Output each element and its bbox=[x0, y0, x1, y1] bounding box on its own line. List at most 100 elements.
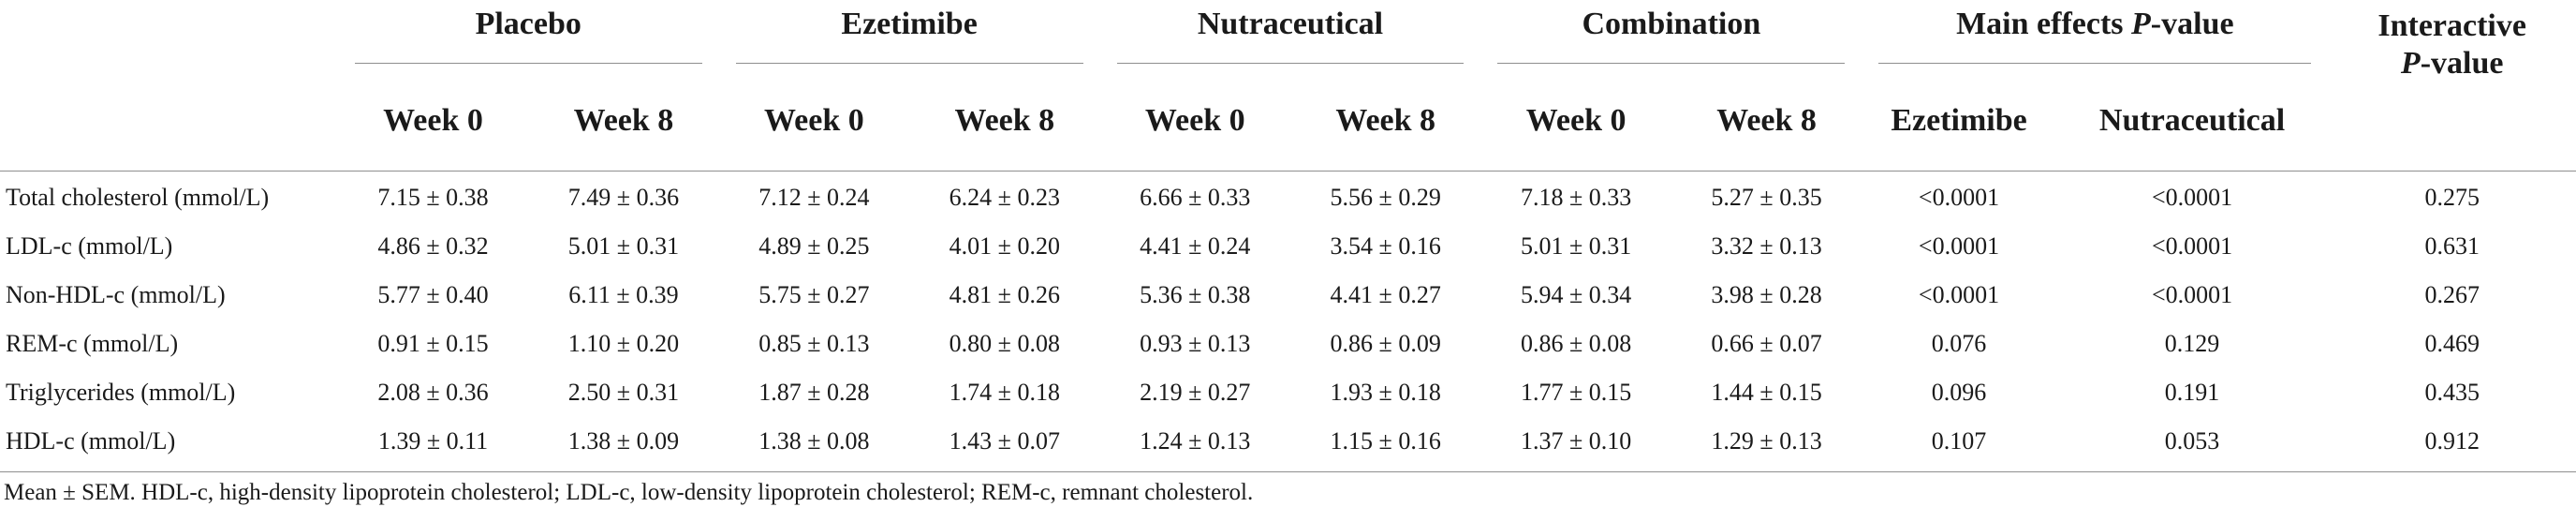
table-cell: 1.10 ± 0.20 bbox=[567, 330, 680, 357]
group-underline bbox=[735, 63, 1083, 64]
table-cell: 7.12 ± 0.24 bbox=[758, 184, 870, 211]
table-cell: 4.81 ± 0.26 bbox=[949, 281, 1060, 308]
p-ezetimibe-cell: 0.096 bbox=[1931, 379, 1987, 406]
group-header-row: Placebo Ezetimibe Nutraceutical Combinat… bbox=[0, 0, 2576, 172]
table-cell: 0.66 ± 0.07 bbox=[1711, 330, 1822, 357]
subheader-me-nutraceutical: Nutraceutical bbox=[2055, 70, 2329, 172]
row-label-header bbox=[0, 0, 338, 172]
results-table-container: Placebo Ezetimibe Nutraceutical Combinat… bbox=[0, 0, 2576, 472]
row-label: REM-c (mmol/L) bbox=[6, 330, 179, 357]
table-cell: 1.74 ± 0.18 bbox=[949, 379, 1060, 406]
table-cell: 1.39 ± 0.11 bbox=[337, 417, 529, 472]
group-header-nutraceutical: Nutraceutical bbox=[1100, 0, 1481, 70]
subheader-week8: Week 8 bbox=[1671, 70, 1862, 172]
table-cell: 2.08 ± 0.36 bbox=[377, 379, 489, 406]
group-header-placebo: Placebo bbox=[338, 0, 719, 70]
p-interactive-cell: 0.912 bbox=[2328, 417, 2576, 472]
main-effects-title: Main effects P-value bbox=[1956, 7, 2234, 41]
group-header-combination: Combination bbox=[1480, 0, 1862, 70]
row-label: HDL-c (mmol/L) bbox=[0, 417, 338, 472]
p-ezetimibe-cell: <0.0001 bbox=[1918, 184, 2000, 211]
group-title: Placebo bbox=[475, 7, 581, 41]
table-cell: 1.15 ± 0.16 bbox=[1289, 417, 1481, 472]
table-cell: 1.43 ± 0.07 bbox=[909, 417, 1100, 472]
table-cell: 4.89 ± 0.25 bbox=[758, 232, 870, 260]
row-label: Total cholesterol (mmol/L) bbox=[6, 184, 270, 211]
table-cell: 1.37 ± 0.10 bbox=[1480, 417, 1671, 472]
subheader-me-ezetimibe: Ezetimibe bbox=[1862, 70, 2056, 172]
p-nutraceutical-cell: 0.053 bbox=[2055, 417, 2329, 472]
table-footnote: Mean ± SEM. HDL-c, high-density lipoprot… bbox=[4, 480, 1254, 505]
table-cell: 1.44 ± 0.15 bbox=[1711, 379, 1822, 406]
table-cell: 5.75 ± 0.27 bbox=[758, 281, 870, 308]
table-cell: 4.01 ± 0.20 bbox=[949, 232, 1060, 260]
table-cell: 4.41 ± 0.24 bbox=[1140, 232, 1251, 260]
table-row: REM-c (mmol/L) 0.91 ± 0.15 1.10 ± 0.20 0… bbox=[0, 320, 2576, 368]
table-cell: 1.38 ± 0.08 bbox=[718, 417, 910, 472]
group-underline bbox=[1116, 63, 1465, 64]
table-cell: 1.93 ± 0.18 bbox=[1330, 379, 1441, 406]
table-cell: 2.19 ± 0.27 bbox=[1140, 379, 1251, 406]
table-row: LDL-c (mmol/L) 4.86 ± 0.32 5.01 ± 0.31 4… bbox=[0, 222, 2576, 271]
table-cell: 3.98 ± 0.28 bbox=[1711, 281, 1822, 308]
p-interactive-cell: 0.435 bbox=[2424, 379, 2480, 406]
table-cell: 6.11 ± 0.39 bbox=[568, 281, 679, 308]
subheader-row: Week 0 Week 8 Week 0 Week 8 Week 0 Week … bbox=[0, 70, 2576, 172]
table-cell: 0.85 ± 0.13 bbox=[758, 330, 870, 357]
table-row: HDL-c (mmol/L) 1.39 ± 0.11 1.38 ± 0.09 1… bbox=[0, 417, 2576, 472]
table-cell: 1.38 ± 0.09 bbox=[528, 417, 719, 472]
p-interactive-cell: 0.275 bbox=[2424, 184, 2480, 211]
group-underline bbox=[1878, 63, 2312, 64]
table-cell: 3.32 ± 0.13 bbox=[1711, 232, 1822, 260]
table-cell: 1.24 ± 0.13 bbox=[1099, 417, 1290, 472]
table-cell: 5.01 ± 0.31 bbox=[1520, 232, 1632, 260]
table-row: Triglycerides (mmol/L) 2.08 ± 0.36 2.50 … bbox=[0, 368, 2576, 417]
table-cell: 0.93 ± 0.13 bbox=[1140, 330, 1251, 357]
table-cell: 5.27 ± 0.35 bbox=[1711, 184, 1822, 211]
table-cell: 5.01 ± 0.31 bbox=[567, 232, 680, 260]
group-header-main-effects: Main effects P-value bbox=[1862, 0, 2328, 70]
subheader-week8: Week 8 bbox=[528, 70, 719, 172]
p-ezetimibe-cell: 0.076 bbox=[1931, 330, 1987, 357]
interactive-p-header: Interactive P-value bbox=[2328, 0, 2576, 172]
table-cell: 0.91 ± 0.15 bbox=[377, 330, 489, 357]
subheader-week0: Week 0 bbox=[1099, 70, 1290, 172]
group-title: Ezetimibe bbox=[841, 7, 978, 41]
table-cell: 5.94 ± 0.34 bbox=[1520, 281, 1632, 308]
row-label: LDL-c (mmol/L) bbox=[6, 232, 173, 260]
subheader-week8: Week 8 bbox=[1289, 70, 1481, 172]
group-title: Combination bbox=[1582, 7, 1761, 41]
p-interactive-cell: 0.631 bbox=[2424, 232, 2480, 260]
table-cell: 5.56 ± 0.29 bbox=[1330, 184, 1441, 211]
table-cell: 7.49 ± 0.36 bbox=[567, 184, 680, 211]
table-cell: 5.36 ± 0.38 bbox=[1140, 281, 1251, 308]
group-title: Nutraceutical bbox=[1197, 7, 1384, 41]
p-nutraceutical-cell: <0.0001 bbox=[2151, 281, 2233, 308]
table-cell: 6.24 ± 0.23 bbox=[949, 184, 1060, 211]
table-cell: 0.86 ± 0.08 bbox=[1520, 330, 1632, 357]
group-underline bbox=[1497, 63, 1846, 64]
table-cell: 1.77 ± 0.15 bbox=[1520, 379, 1632, 406]
table-row: Non-HDL-c (mmol/L) 5.77 ± 0.40 6.11 ± 0.… bbox=[0, 271, 2576, 320]
table-cell: 1.29 ± 0.13 bbox=[1671, 417, 1862, 472]
lipid-results-table: Placebo Ezetimibe Nutraceutical Combinat… bbox=[0, 0, 2576, 472]
table-cell: 2.50 ± 0.31 bbox=[567, 379, 680, 406]
p-interactive-cell: 0.267 bbox=[2424, 281, 2480, 308]
table-cell: 4.86 ± 0.32 bbox=[377, 232, 489, 260]
table-cell: 1.87 ± 0.28 bbox=[758, 379, 870, 406]
p-nutraceutical-cell: 0.191 bbox=[2164, 379, 2220, 406]
p-ezetimibe-cell: <0.0001 bbox=[1918, 232, 2000, 260]
p-ezetimibe-cell: 0.107 bbox=[1862, 417, 2056, 472]
subheader-week0: Week 0 bbox=[1480, 70, 1671, 172]
table-cell: 3.54 ± 0.16 bbox=[1330, 232, 1441, 260]
row-label: Non-HDL-c (mmol/L) bbox=[6, 281, 226, 308]
p-nutraceutical-cell: 0.129 bbox=[2164, 330, 2220, 357]
p-interactive-cell: 0.469 bbox=[2424, 330, 2480, 357]
table-cell: 6.66 ± 0.33 bbox=[1140, 184, 1251, 211]
row-label: Triglycerides (mmol/L) bbox=[6, 379, 236, 406]
group-header-ezetimibe: Ezetimibe bbox=[719, 0, 1100, 70]
table-cell: 0.86 ± 0.09 bbox=[1330, 330, 1441, 357]
table-row: Total cholesterol (mmol/L) 7.15 ± 0.38 7… bbox=[0, 172, 2576, 223]
subheader-week8: Week 8 bbox=[909, 70, 1100, 172]
p-nutraceutical-cell: <0.0001 bbox=[2151, 232, 2233, 260]
